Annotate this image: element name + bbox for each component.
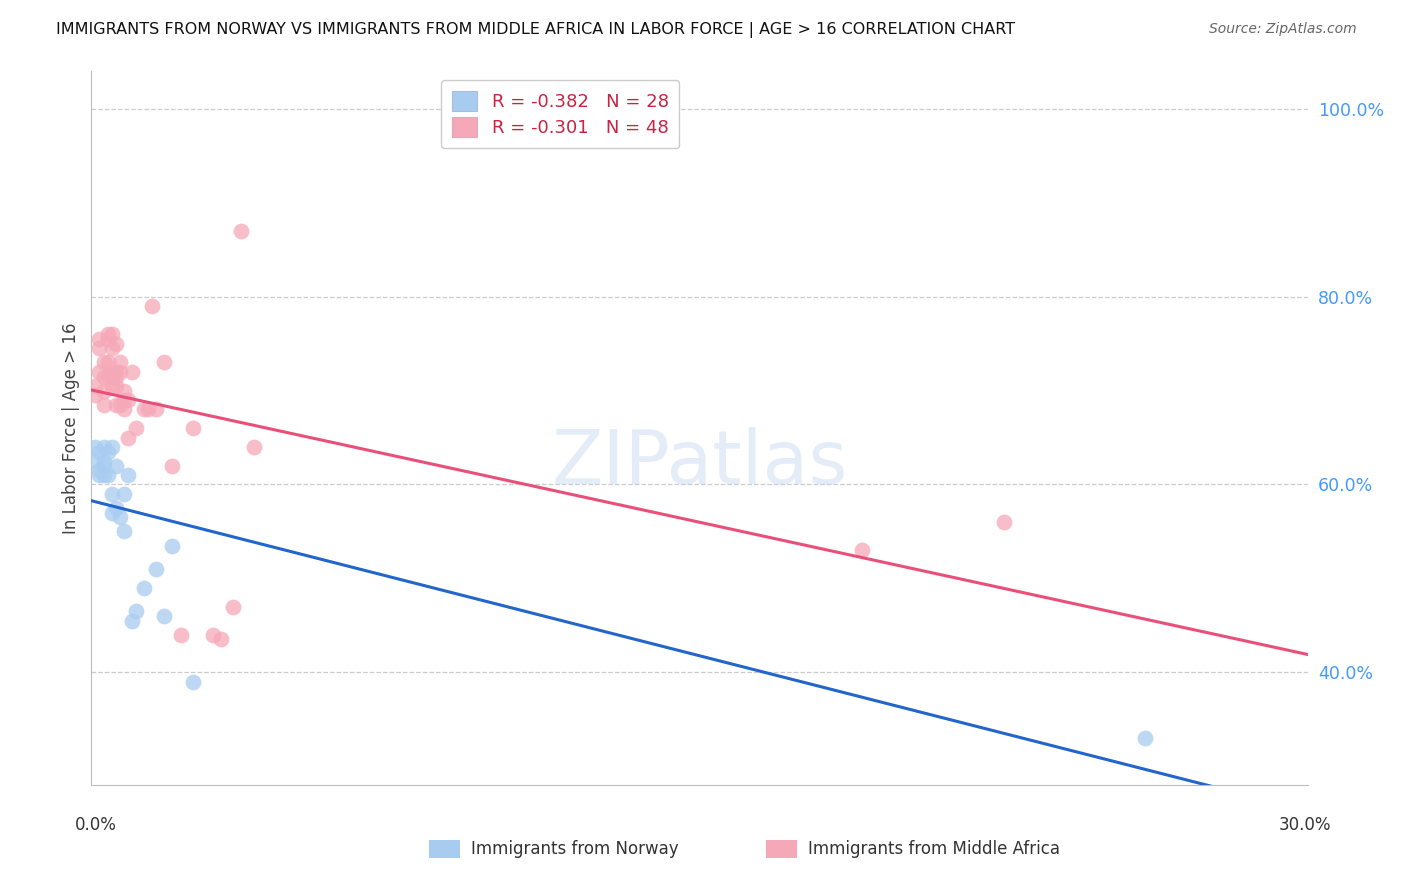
Point [136, 402, 159, 417]
Point [145, 562, 167, 576]
Point [97, 444, 120, 458]
Point [112, 524, 135, 539]
Point [112, 487, 135, 501]
Point [117, 468, 139, 483]
Point [202, 628, 225, 642]
Point [100, 365, 122, 379]
Point [97, 327, 120, 342]
Point [104, 398, 127, 412]
Point [132, 581, 155, 595]
Point [89, 365, 111, 379]
Point [125, 421, 148, 435]
Point [851, 543, 873, 558]
Point [104, 500, 127, 515]
Point [97, 369, 120, 384]
Point [231, 224, 253, 238]
Point [121, 365, 143, 379]
Text: IMMIGRANTS FROM NORWAY VS IMMIGRANTS FROM MIDDLE AFRICA IN LABOR FORCE | AGE > 1: IMMIGRANTS FROM NORWAY VS IMMIGRANTS FRO… [56, 22, 1015, 38]
Point [97, 468, 120, 483]
Point [93, 458, 115, 473]
Point [104, 458, 127, 473]
Point [112, 402, 135, 417]
Point [84, 440, 107, 454]
Point [97, 332, 120, 346]
Point [153, 609, 176, 624]
Point [125, 604, 148, 618]
Point [84, 379, 107, 393]
Point [112, 392, 135, 407]
Text: ZIPatlas: ZIPatlas [551, 427, 848, 500]
Point [108, 365, 131, 379]
Point [121, 614, 143, 628]
Point [162, 458, 184, 473]
Point [1135, 731, 1157, 745]
Point [93, 384, 115, 398]
Point [93, 468, 115, 483]
Text: Immigrants from Norway: Immigrants from Norway [471, 840, 679, 858]
Point [100, 440, 122, 454]
Point [108, 398, 131, 412]
Point [153, 355, 176, 369]
Y-axis label: In Labor Force | Age > 16: In Labor Force | Age > 16 [62, 322, 80, 534]
Point [89, 468, 111, 483]
Point [104, 379, 127, 393]
Point [100, 487, 122, 501]
Point [112, 384, 135, 398]
Point [93, 369, 115, 384]
Point [104, 336, 127, 351]
Point [93, 454, 115, 468]
Point [97, 355, 120, 369]
Point [141, 299, 163, 313]
Point [100, 506, 122, 520]
Point [89, 332, 111, 346]
Point [209, 632, 232, 647]
Point [162, 539, 184, 553]
Point [100, 342, 122, 356]
Point [181, 674, 204, 689]
Point [100, 327, 122, 342]
Point [242, 440, 264, 454]
Point [117, 392, 139, 407]
Point [222, 599, 245, 614]
Point [93, 355, 115, 369]
Point [89, 444, 111, 458]
Point [104, 369, 127, 384]
Text: Immigrants from Middle Africa: Immigrants from Middle Africa [808, 840, 1060, 858]
Point [117, 431, 139, 445]
Point [108, 355, 131, 369]
Point [100, 379, 122, 393]
Point [169, 628, 191, 642]
Legend: R = -0.382   N = 28, R = -0.301   N = 48: R = -0.382 N = 28, R = -0.301 N = 48 [441, 80, 679, 148]
Point [89, 342, 111, 356]
Point [89, 463, 111, 477]
Text: 30.0%: 30.0% [1278, 816, 1331, 834]
Point [181, 421, 204, 435]
Point [108, 510, 131, 524]
Text: Source: ZipAtlas.com: Source: ZipAtlas.com [1209, 22, 1357, 37]
Point [132, 402, 155, 417]
Point [93, 440, 115, 454]
Point [145, 402, 167, 417]
Point [84, 388, 107, 402]
Point [104, 365, 127, 379]
Point [100, 369, 122, 384]
Point [84, 454, 107, 468]
Point [993, 515, 1015, 529]
Point [93, 398, 115, 412]
Text: 0.0%: 0.0% [75, 816, 117, 834]
